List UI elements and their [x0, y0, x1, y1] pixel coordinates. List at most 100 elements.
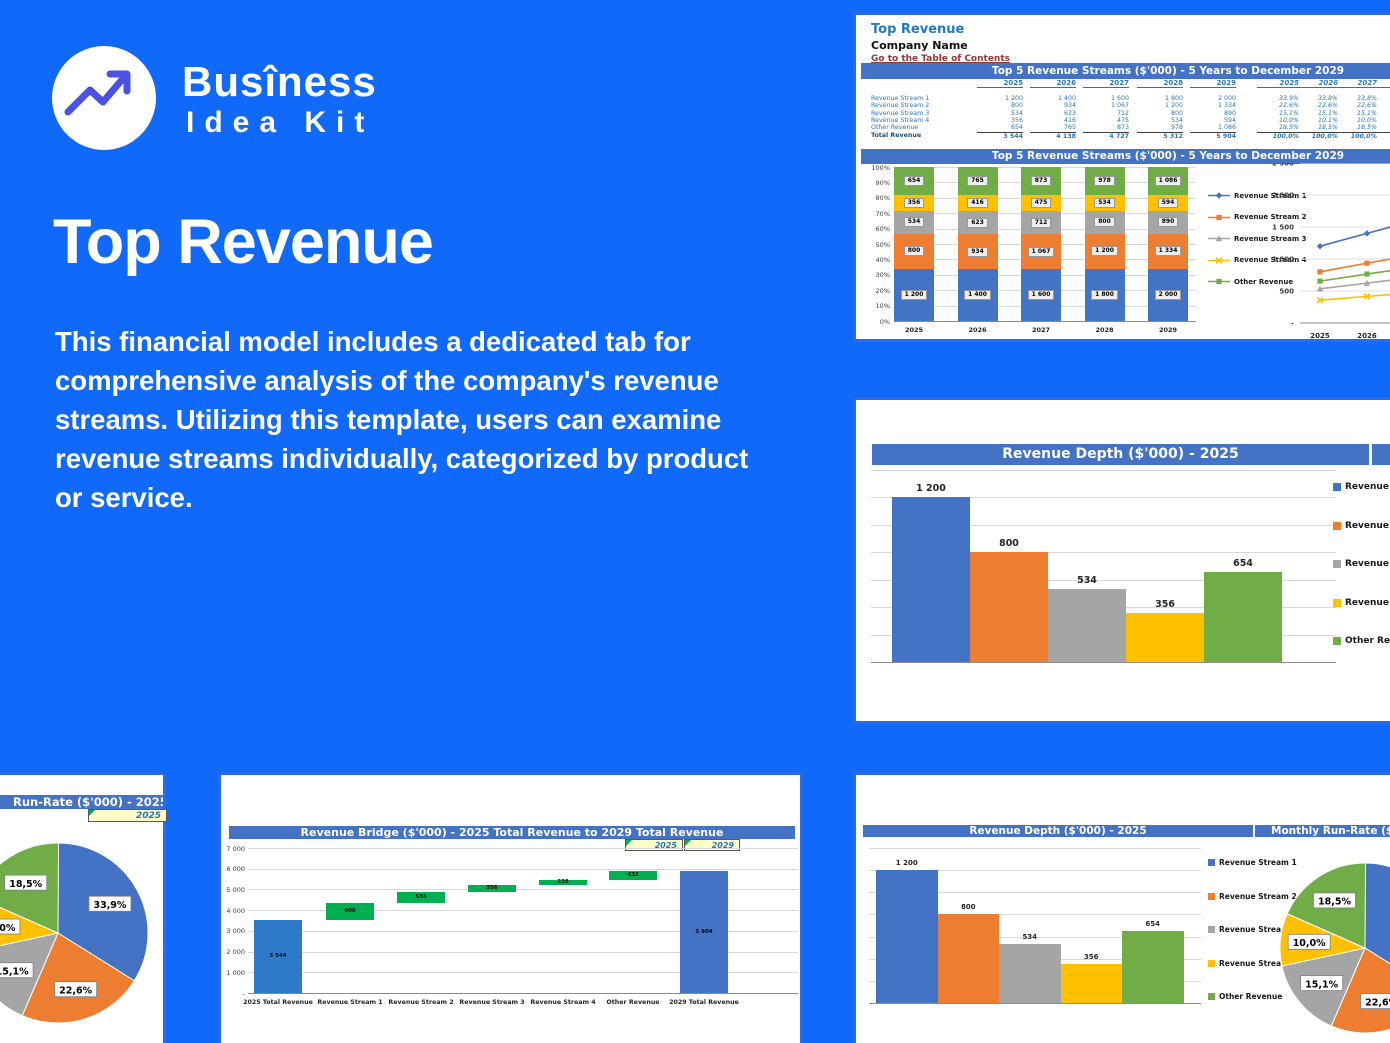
year-selector-dropdown[interactable]: 2025	[88, 809, 167, 822]
chart-text: 1 500	[1272, 224, 1294, 232]
legend-label: Revenue Stream 2	[1219, 891, 1297, 901]
waterfall-value-label: 432	[627, 872, 639, 879]
bridge-from-year-dropdown[interactable]: 2025	[625, 839, 683, 851]
table-pct-cell: 33,9%	[1374, 95, 1390, 102]
table-cell: 1 600	[1110, 95, 1129, 102]
table-pct-cell: 100,0%	[1335, 131, 1377, 140]
y-tick-label: 90%	[875, 178, 890, 187]
legend-marker-icon	[1208, 192, 1230, 199]
waterfall-bar: 534	[397, 891, 445, 903]
legend-marker-icon	[1208, 256, 1230, 264]
table-cell: 3 544	[977, 131, 1023, 140]
table-row-label: Revenue Stream 3	[871, 109, 930, 117]
y-tick-label: 2 000	[226, 948, 245, 957]
bridge-to-year-dropdown[interactable]: 2029	[684, 839, 740, 851]
table-cell: 416	[1063, 116, 1076, 124]
chart-text: 18,5%	[1318, 897, 1351, 908]
legend-swatch	[1333, 598, 1341, 607]
segment-value-label: 416	[967, 198, 988, 209]
legend-swatch	[1333, 637, 1341, 645]
sheet-company-name: Company Name	[871, 39, 968, 52]
table-pct-cell: 18,5%	[1356, 124, 1377, 132]
run-rate-pie-chart-2: 33,9%22,6%15,1%10,0%18,5%	[1279, 862, 1390, 1034]
panel-top-revenue-sheet: Top Revenue Company Name Go to the Table…	[853, 12, 1390, 342]
gridline	[248, 930, 798, 932]
chart-text: -	[1291, 320, 1294, 328]
legend-swatch	[1208, 859, 1215, 866]
bar-value-label: 800	[960, 903, 976, 912]
stack-segment: 890	[1148, 210, 1188, 235]
table-cell: 534	[1170, 116, 1183, 124]
table-pct-cell: 10,1%	[1374, 117, 1390, 124]
table-cell: 1 086	[1217, 124, 1236, 132]
segment-value-label: 623	[967, 217, 988, 228]
bar-value-label: 356	[1155, 599, 1175, 611]
legend-swatch	[1208, 959, 1215, 967]
chart-shape	[1215, 235, 1223, 242]
chart-text: 10,0%	[1293, 938, 1326, 949]
waterfall-value-label: 800	[344, 908, 356, 915]
legend-label: Revenue Stream 4	[1345, 597, 1390, 608]
stack-segment: 1 334	[1148, 234, 1188, 269]
legend-label: Revenue Stream 2	[1234, 213, 1307, 221]
chart-shape	[1215, 256, 1223, 264]
chart-shape	[1316, 296, 1324, 304]
stack-segment: 1 200	[894, 268, 934, 321]
legend-marker-icon	[1208, 278, 1230, 285]
legend-swatch	[1333, 483, 1341, 491]
stacked-chart-header-band: Top 5 Revenue Streams ($'000) - 5 Years …	[861, 149, 1390, 164]
legend-item: Revenue Stream 2	[1333, 521, 1390, 531]
y-tick-label: 40%	[875, 255, 890, 264]
panel-depth-and-run-rate: Revenue Depth ($'000) - 2025 Monthly Run…	[853, 772, 1390, 1043]
bar-value-label: 356	[1083, 952, 1099, 961]
segment-value-label: 1 334	[1154, 246, 1182, 257]
run-rate-header-band: Run-Rate ($'000) - 2025	[0, 795, 163, 809]
legend-item: Revenue Stream 2	[1208, 213, 1307, 222]
x-tick-label: Other Revenue	[606, 999, 660, 1006]
chart-shape	[1317, 269, 1323, 275]
table-pct-cell: 15,1%	[1278, 109, 1299, 117]
chart-shape	[1319, 258, 1390, 273]
bar-value-label: 800	[999, 538, 1019, 550]
segment-value-label: 534	[903, 217, 925, 228]
depth-bar	[937, 914, 999, 1003]
table-pct-cell: 100,0%	[1257, 131, 1299, 140]
table-row-label: Revenue Stream 1	[871, 95, 930, 102]
y-tick-label: 70%	[875, 209, 890, 218]
run-rate-pie-chart: 33,9% 22,6% 15,1% 10,0% 18,5%	[0, 842, 149, 1024]
segment-value-label: 978	[1094, 176, 1115, 187]
depth-bar	[1126, 613, 1204, 662]
table-pct-cell: 100,0%	[1296, 131, 1338, 140]
table-cell: 356	[1010, 116, 1023, 124]
table-pct-cell: 15,1%	[1356, 109, 1377, 117]
segment-value-label: 1 200	[900, 289, 928, 300]
segment-value-label: 1 800	[1091, 289, 1118, 300]
segment-value-label: 594	[1157, 198, 1179, 209]
x-tick-label: 2029	[1158, 326, 1178, 334]
legend-item: Other Revenue	[1333, 636, 1390, 646]
y-tick-label: -	[242, 989, 245, 998]
x-tick-label: 2028	[1095, 326, 1114, 334]
depth-bar-chart: 1 200 800 534 356 654	[871, 470, 1336, 663]
table-of-contents-link[interactable]: Go to the Table of Contents	[871, 54, 1010, 64]
table-cell: 594	[1223, 116, 1236, 124]
table-cell: 800	[1010, 102, 1023, 110]
legend-label: Revenue Stream 1	[1234, 191, 1307, 200]
table-pct-cell: 22,6%	[1356, 102, 1377, 110]
waterfall-bar: 3 544	[254, 919, 302, 993]
depth-chart-header-band: Revenue Depth ($'000) - 2025	[872, 444, 1369, 465]
legend-label: Revenue Stream 3	[1219, 925, 1297, 934]
legend-swatch	[1208, 926, 1215, 933]
waterfall-value-label: 3 544	[269, 953, 287, 960]
x-tick-label: 2025 Total Revenue	[243, 999, 313, 1006]
gridline	[871, 524, 1336, 526]
table-cell: 475	[1116, 116, 1129, 124]
waterfall-bar: 5 904	[680, 870, 728, 993]
y-tick-label: 5 000	[226, 885, 245, 894]
y-tick-label: 100%	[871, 163, 890, 172]
table-row-label: Total Revenue	[871, 131, 922, 139]
chart-text: 15,1%	[0, 967, 29, 978]
gridline	[248, 868, 798, 870]
table-cell: 1 200	[1004, 95, 1023, 102]
